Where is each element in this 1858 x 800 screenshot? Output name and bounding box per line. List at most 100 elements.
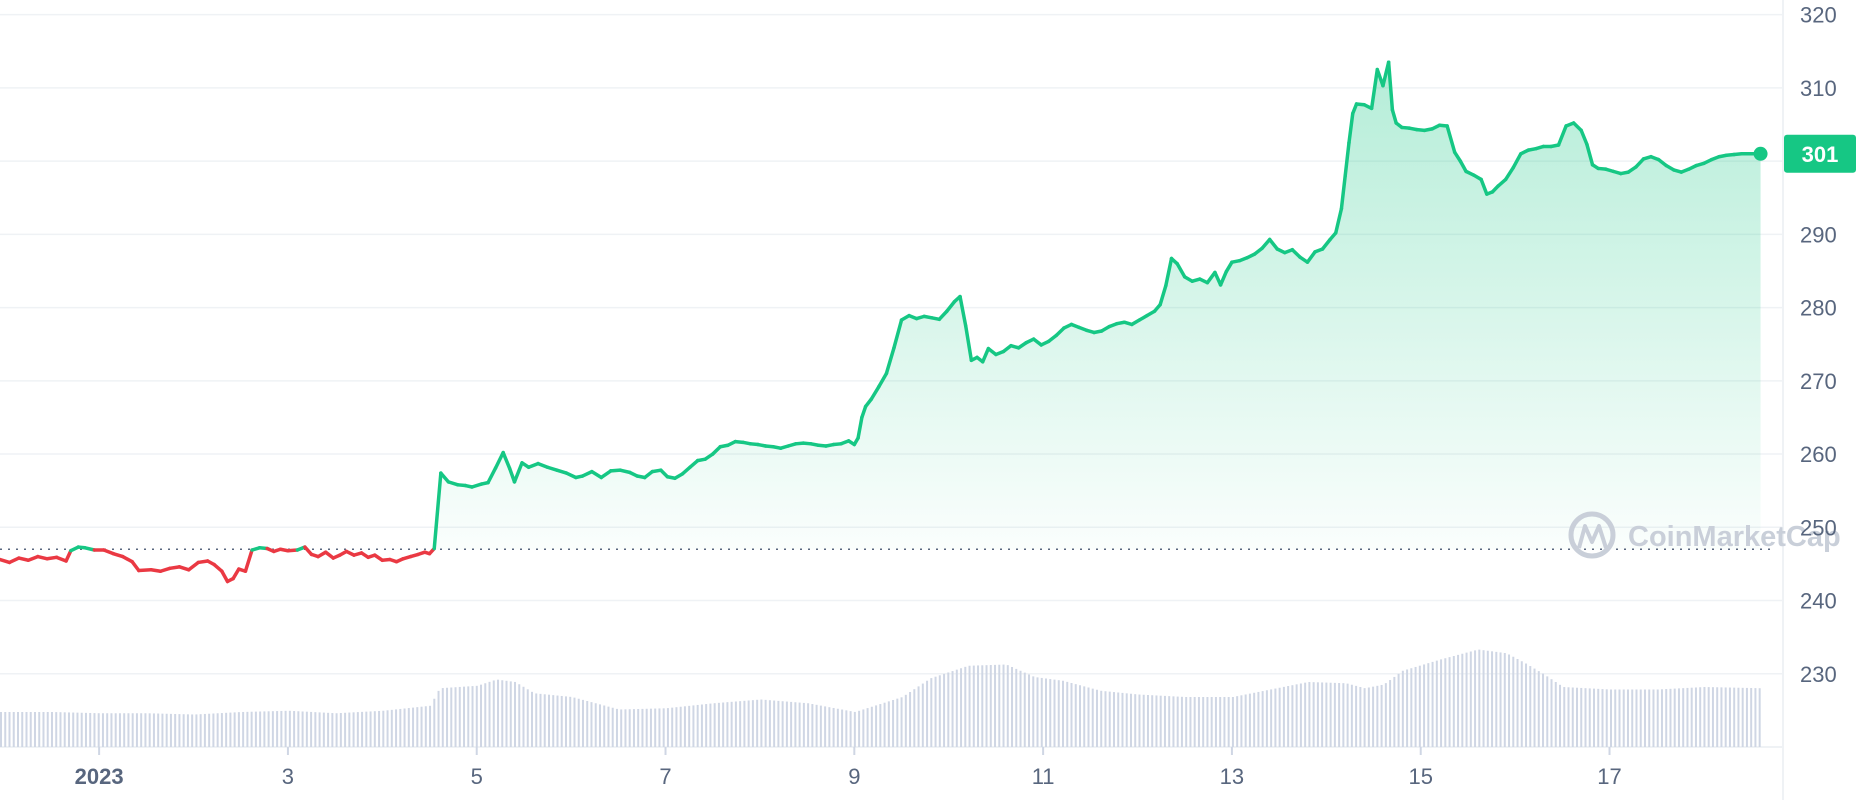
volume-bar bbox=[106, 713, 109, 747]
volume-bar bbox=[497, 679, 500, 747]
volume-bar bbox=[297, 711, 300, 747]
volume-bar bbox=[399, 708, 402, 747]
volume-bar bbox=[1023, 672, 1026, 747]
volume-bar bbox=[157, 713, 160, 747]
volume-bar bbox=[649, 708, 652, 747]
volume-bars bbox=[0, 649, 1761, 747]
price-line-segment bbox=[1571, 121, 1583, 133]
volume-bar bbox=[1669, 688, 1672, 747]
volume-bar bbox=[199, 714, 202, 747]
volume-bar bbox=[263, 711, 266, 747]
volume-bar bbox=[1015, 668, 1018, 747]
volume-bar bbox=[310, 711, 313, 747]
volume-bar bbox=[526, 689, 529, 747]
volume-bar bbox=[904, 694, 907, 747]
volume-bar bbox=[191, 714, 194, 747]
volume-bar bbox=[501, 680, 504, 747]
volume-bar bbox=[1427, 663, 1430, 747]
volume-bar bbox=[1384, 683, 1387, 747]
volume-bar bbox=[46, 712, 49, 747]
price-line-segment bbox=[1267, 237, 1279, 251]
volume-bar bbox=[1741, 687, 1744, 747]
volume-bar bbox=[1253, 692, 1256, 747]
volume-bar bbox=[454, 687, 457, 747]
x-tick-label: 7 bbox=[659, 764, 671, 789]
volume-bar bbox=[607, 706, 610, 747]
volume-bar bbox=[288, 710, 291, 747]
volume-bar bbox=[1210, 697, 1213, 747]
price-line-segment bbox=[1224, 260, 1234, 274]
price-line-segment bbox=[1579, 128, 1589, 147]
volume-bar bbox=[1316, 682, 1319, 747]
volume-bar bbox=[352, 712, 355, 747]
volume-bar bbox=[1117, 692, 1120, 747]
volume-bar bbox=[760, 699, 763, 747]
x-axis: 2023 3 5 7 9 11 13 15 17 bbox=[75, 747, 1622, 789]
volume-bar bbox=[858, 710, 861, 747]
volume-bar bbox=[1312, 682, 1315, 747]
volume-bar bbox=[832, 707, 835, 747]
volume-bar bbox=[1291, 685, 1294, 747]
volume-bar bbox=[1134, 694, 1137, 747]
volume-bar bbox=[1078, 685, 1081, 747]
volume-bar bbox=[1270, 689, 1273, 747]
volume-bar bbox=[8, 712, 11, 747]
volume-bar bbox=[254, 711, 257, 747]
volume-bar bbox=[101, 713, 104, 747]
watermark-text: CoinMarketCap bbox=[1628, 521, 1841, 553]
volume-bar bbox=[127, 713, 130, 747]
volume-bar bbox=[42, 712, 45, 747]
volume-bar bbox=[968, 665, 971, 747]
volume-bar bbox=[1121, 692, 1124, 747]
volume-bar bbox=[1554, 682, 1557, 747]
volume-bar bbox=[1057, 680, 1060, 747]
volume-bar bbox=[1440, 659, 1443, 747]
volume-bar bbox=[620, 709, 623, 747]
volume-bar bbox=[1397, 673, 1400, 747]
volume-bar bbox=[1690, 687, 1693, 747]
volume-bar bbox=[1219, 697, 1222, 747]
volume-bar bbox=[322, 712, 325, 747]
volume-bar bbox=[1537, 671, 1540, 747]
y-tick-label: 310 bbox=[1800, 76, 1837, 101]
price-badge-bg bbox=[1784, 134, 1856, 173]
volume-bar bbox=[1711, 687, 1714, 747]
volume-bar bbox=[862, 709, 865, 747]
volume-bar bbox=[730, 701, 733, 747]
price-line-segment bbox=[877, 371, 889, 389]
volume-bar bbox=[692, 705, 695, 747]
volume-bar bbox=[1248, 693, 1251, 747]
volume-bar bbox=[603, 705, 606, 747]
volume-bar bbox=[1346, 683, 1349, 747]
price-line-segment bbox=[869, 384, 881, 401]
volume-bar bbox=[790, 701, 793, 747]
volume-bar bbox=[174, 713, 177, 747]
price-line-segment bbox=[187, 560, 200, 572]
volume-bar bbox=[543, 694, 546, 747]
volume-bar bbox=[552, 695, 555, 747]
volume-bar bbox=[335, 713, 338, 747]
price-line-segment bbox=[1347, 111, 1355, 145]
volume-bar bbox=[1418, 665, 1421, 747]
volume-bar bbox=[424, 706, 427, 747]
volume-bar bbox=[1639, 689, 1642, 747]
volume-bar bbox=[1193, 697, 1196, 747]
volume-bar bbox=[564, 696, 567, 747]
volume-bar bbox=[186, 714, 189, 747]
volume-bar bbox=[1499, 652, 1502, 747]
volume-bar bbox=[1414, 666, 1417, 747]
volume-bar bbox=[1129, 693, 1132, 747]
current-price-dot bbox=[1753, 146, 1768, 161]
volume-bar bbox=[581, 699, 584, 747]
volume-bar bbox=[1342, 683, 1345, 747]
volume-bar bbox=[114, 713, 117, 747]
volume-bar bbox=[892, 700, 895, 747]
volume-bar bbox=[598, 704, 601, 747]
volume-bar bbox=[4, 712, 7, 747]
volume-bar bbox=[870, 706, 873, 747]
volume-bar bbox=[1444, 658, 1447, 747]
y-axis: 230 240 250 260 270 280 290 310 320 bbox=[1800, 3, 1837, 687]
y-tick-label: 250 bbox=[1800, 515, 1837, 540]
price-line-segment bbox=[231, 567, 241, 581]
volume-bar bbox=[1028, 674, 1031, 747]
